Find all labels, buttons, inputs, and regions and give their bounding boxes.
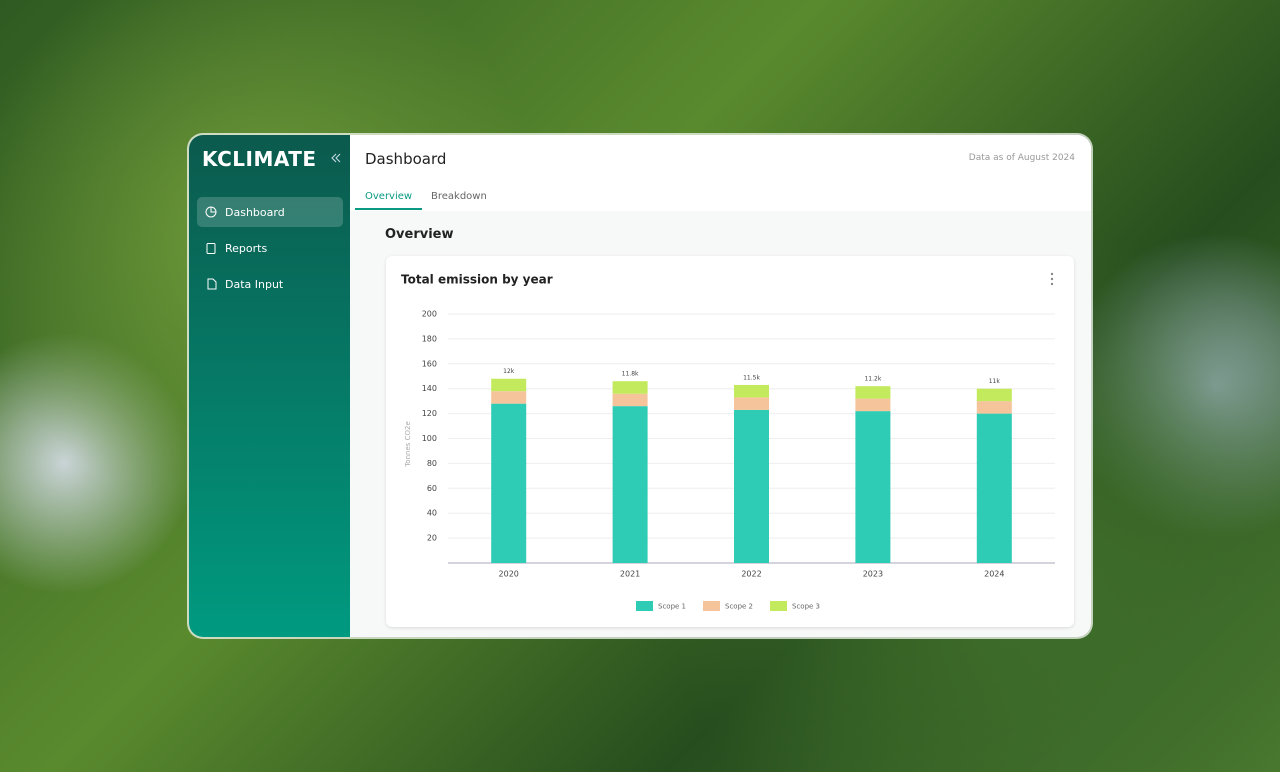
bar-annotation: 11.5k <box>743 374 760 381</box>
bar-segment <box>976 401 1012 414</box>
nav-label: Dashboard <box>225 205 285 219</box>
legend-swatch <box>770 601 787 611</box>
x-tick-label: 2023 <box>863 570 883 579</box>
menu-icon[interactable] <box>1050 272 1054 286</box>
bar-segment <box>491 378 527 392</box>
x-tick-label: 2024 <box>984 570 1004 579</box>
y-tick-label: 160 <box>422 359 437 368</box>
section-title: Overview <box>385 227 454 242</box>
y-axis-label: Tonnes CO2e <box>404 421 412 468</box>
bar-segment <box>976 388 1012 402</box>
bar-annotation: 11.8k <box>622 371 639 378</box>
as-of: Data as of August 2024 <box>968 153 1075 163</box>
bar-annotation: 11.2k <box>864 376 881 383</box>
legend-swatch <box>703 601 720 611</box>
brand: KCLIMATE <box>202 147 317 171</box>
y-tick-label: 60 <box>427 484 437 493</box>
nav-label: Reports <box>225 241 268 255</box>
bar-segment <box>855 386 891 399</box>
nav-label: Data Input <box>225 277 284 291</box>
tab[interactable]: Breakdown <box>431 191 487 202</box>
y-tick-label: 40 <box>427 509 437 518</box>
y-tick-label: 80 <box>427 459 437 468</box>
y-tick-label: 180 <box>422 334 437 343</box>
legend-swatch <box>636 601 653 611</box>
bar-segment <box>976 413 1012 563</box>
sidebar: KCLIMATE Dashboard Reports Data Input <box>189 135 350 637</box>
bar-annotation: 12k <box>503 368 515 375</box>
bar-segment <box>491 391 527 404</box>
nav-item[interactable]: Reports <box>197 233 343 263</box>
icon <box>207 278 217 290</box>
y-tick-label: 200 <box>422 310 437 319</box>
header: Dashboard Data as of August 2024 Overvie… <box>350 135 1091 211</box>
bar-segment <box>734 397 769 410</box>
y-tick-label: 120 <box>422 409 437 418</box>
bar-segment <box>734 409 769 563</box>
bar-segment <box>855 398 891 412</box>
chart: Total emission by year Tonnes CO2e 20 40 6… <box>401 272 1055 611</box>
bar-segment <box>612 381 648 394</box>
app-window: KCLIMATE Dashboard Reports Data Input Da… <box>189 135 1091 637</box>
icon <box>205 206 217 218</box>
bar-segment <box>855 411 891 563</box>
y-tick-label: 140 <box>422 384 437 393</box>
collapse-icon[interactable] <box>331 153 341 163</box>
bar-segment <box>491 403 527 563</box>
chart-card: Total emission by year Tonnes CO2e 20 40 6… <box>386 256 1074 627</box>
bar-segment <box>612 393 648 407</box>
y-tick-label: 100 <box>422 434 437 443</box>
page-title: Dashboard <box>365 150 447 168</box>
x-tick-label: 2020 <box>499 570 519 579</box>
x-tick-label: 2021 <box>620 570 640 579</box>
nav-item[interactable]: Data Input <box>197 269 343 299</box>
icon <box>206 243 216 254</box>
bar-annotation: 11k <box>989 378 1001 385</box>
x-tick-label: 2022 <box>741 570 761 579</box>
chart-title: Total emission by year <box>401 273 553 287</box>
legend-label: Scope 3 <box>792 603 820 611</box>
legend-label: Scope 2 <box>725 603 753 611</box>
bar-segment <box>612 406 648 563</box>
legend-label: Scope 1 <box>658 603 686 611</box>
bar-segment <box>734 384 769 398</box>
y-tick-label: 20 <box>427 534 437 543</box>
nav-item[interactable]: Dashboard <box>197 197 343 227</box>
tab[interactable]: Overview <box>355 191 423 210</box>
